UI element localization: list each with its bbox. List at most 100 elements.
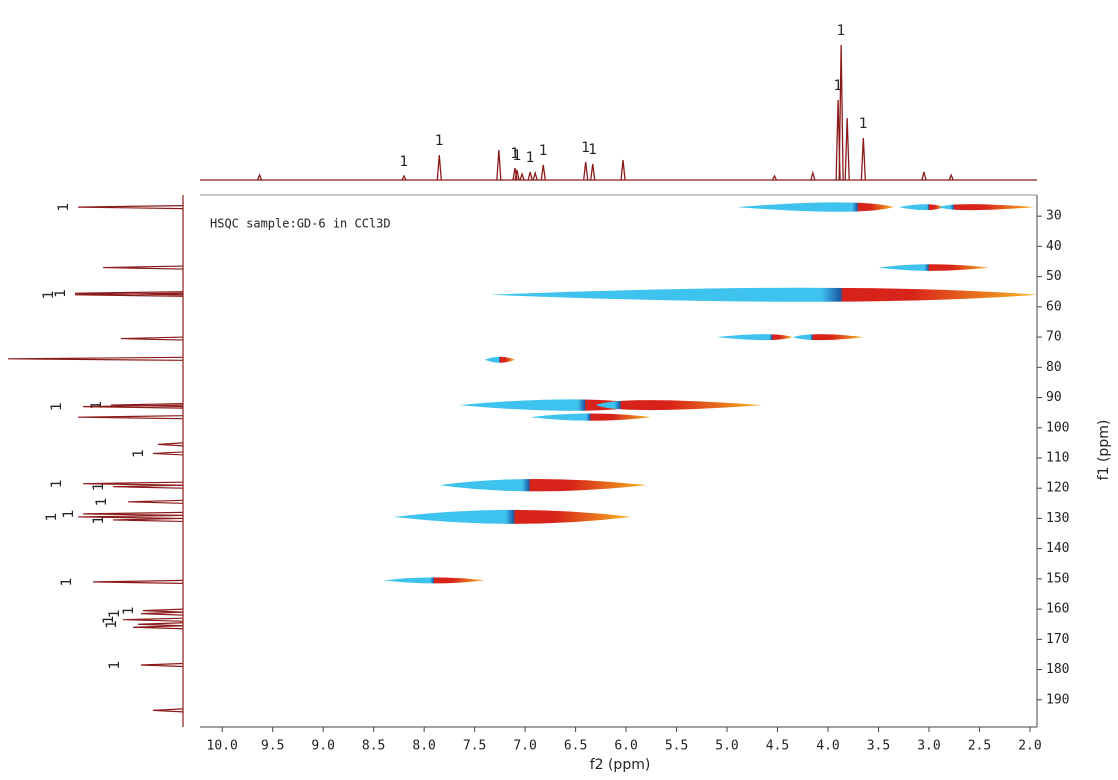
- f1-peak: [152, 451, 184, 456]
- f1-peak: [127, 499, 184, 504]
- f1-peak: [142, 608, 184, 613]
- x-tick-label: 7.5: [463, 739, 486, 754]
- cross-peak: [530, 413, 652, 421]
- f1-integral-label: 1: [91, 515, 107, 524]
- f1-peak: [92, 579, 184, 585]
- f2-peak: [948, 173, 954, 181]
- f1-integral-label: 1: [104, 620, 120, 629]
- cross-peak: [898, 204, 945, 211]
- f2-peak: [921, 171, 927, 181]
- cross-peak: [383, 577, 485, 584]
- f1-peak: [152, 708, 184, 713]
- x-tick-label: 2.0: [1018, 739, 1041, 754]
- x-tick-label: 5.5: [665, 739, 688, 754]
- f1-peak: [140, 611, 184, 616]
- f1-integral-label: 1: [121, 606, 137, 615]
- f1-integral-label: 1: [131, 449, 147, 458]
- f2-integral-label: 1: [513, 148, 522, 164]
- y-tick-label: 30: [1046, 209, 1062, 224]
- y-tick-label: 160: [1046, 602, 1069, 617]
- f2-peak: [436, 154, 442, 181]
- cross-peak: [737, 202, 894, 212]
- cross-peak: [439, 478, 647, 492]
- f2-peak: [860, 137, 866, 181]
- f1-peak: [77, 514, 184, 520]
- f1-integral-label: 1: [91, 482, 107, 491]
- f2-peak: [401, 174, 407, 181]
- f2-peak: [496, 149, 502, 181]
- cross-peak: [792, 334, 864, 341]
- f1-integral-label: 1: [89, 401, 105, 410]
- f1-peak: [110, 402, 184, 408]
- f2-integral-label: 1: [837, 23, 846, 39]
- f2-integral-label: 1: [526, 150, 535, 166]
- f2-integral-label: 1: [435, 133, 444, 149]
- f2-integral-label: 1: [581, 140, 590, 156]
- x-tick-label: 8.5: [362, 739, 385, 754]
- f1-peak: [7, 356, 184, 361]
- f1-integral-label: 1: [44, 512, 60, 521]
- y-tick-label: 90: [1046, 390, 1062, 405]
- x-tick-label: 10.0: [207, 739, 238, 754]
- x-tick-label: 7.0: [513, 739, 536, 754]
- f1-integral-label: 1: [94, 497, 110, 506]
- f2-peak: [620, 159, 626, 181]
- y-tick-label: 170: [1046, 632, 1069, 647]
- f1-integral-label: 1: [61, 509, 77, 518]
- f1-peak: [82, 404, 184, 409]
- f2-peak: [527, 171, 533, 181]
- x-tick-label: 4.5: [766, 739, 789, 754]
- f1-integral-label: 1: [56, 203, 72, 212]
- f1-peak: [102, 265, 184, 270]
- f2-peak: [514, 169, 520, 181]
- f1-integral-label: 1: [49, 479, 65, 488]
- y-tick-label: 60: [1046, 299, 1062, 314]
- cross-peak: [393, 509, 632, 524]
- y-tick-label: 150: [1046, 571, 1069, 586]
- cross-peak: [939, 204, 1035, 211]
- x-tick-label: 9.5: [261, 739, 284, 754]
- f2-peak: [583, 161, 589, 181]
- f1-integral-label: 1: [49, 402, 65, 411]
- f2-peak: [838, 44, 844, 181]
- cross-peak: [489, 287, 1037, 302]
- x-axis-label: f2 (ppm): [590, 757, 651, 773]
- f1-peak: [140, 662, 184, 668]
- f1-peak: [82, 511, 184, 516]
- f1-integral-label: 1: [41, 290, 57, 299]
- y-tick-label: 120: [1046, 481, 1069, 496]
- y-tick-label: 100: [1046, 420, 1069, 435]
- f2-integral-label: 1: [539, 143, 548, 159]
- y-tick-label: 50: [1046, 269, 1062, 284]
- f2-peak: [810, 170, 816, 181]
- f1-peak: [120, 336, 184, 341]
- x-tick-label: 6.0: [614, 739, 637, 754]
- y-tick-label: 190: [1046, 692, 1069, 707]
- f2-peak: [590, 163, 596, 181]
- f1-peak: [112, 517, 184, 523]
- f2-integral-label: 1: [399, 154, 408, 170]
- f1-peak: [157, 442, 184, 447]
- y-tick-label: 40: [1046, 239, 1062, 254]
- f1-integral-label: 1: [107, 609, 123, 618]
- x-tick-label: 6.5: [564, 739, 587, 754]
- f2-peak: [771, 174, 778, 181]
- f2-integral-label: 1: [834, 78, 843, 94]
- x-tick-label: 2.5: [968, 739, 991, 754]
- x-tick-label: 4.0: [816, 739, 839, 754]
- y-tick-label: 110: [1046, 450, 1069, 465]
- f2-peak: [256, 173, 263, 181]
- y-tick-label: 70: [1046, 330, 1062, 345]
- f1-peak: [132, 625, 184, 630]
- f1-integral-label: 1: [59, 577, 75, 586]
- f1-peak: [112, 484, 184, 489]
- f2-peak: [540, 164, 546, 181]
- cross-peak: [459, 399, 652, 411]
- x-tick-label: 8.0: [412, 739, 435, 754]
- y-tick-label: 130: [1046, 511, 1069, 526]
- annotation: HSQC sample:GD-6 in CCl3D: [210, 217, 391, 231]
- f1-peak: [74, 292, 184, 297]
- f1-peak: [77, 204, 184, 210]
- f1-integral-label: 1: [101, 615, 117, 624]
